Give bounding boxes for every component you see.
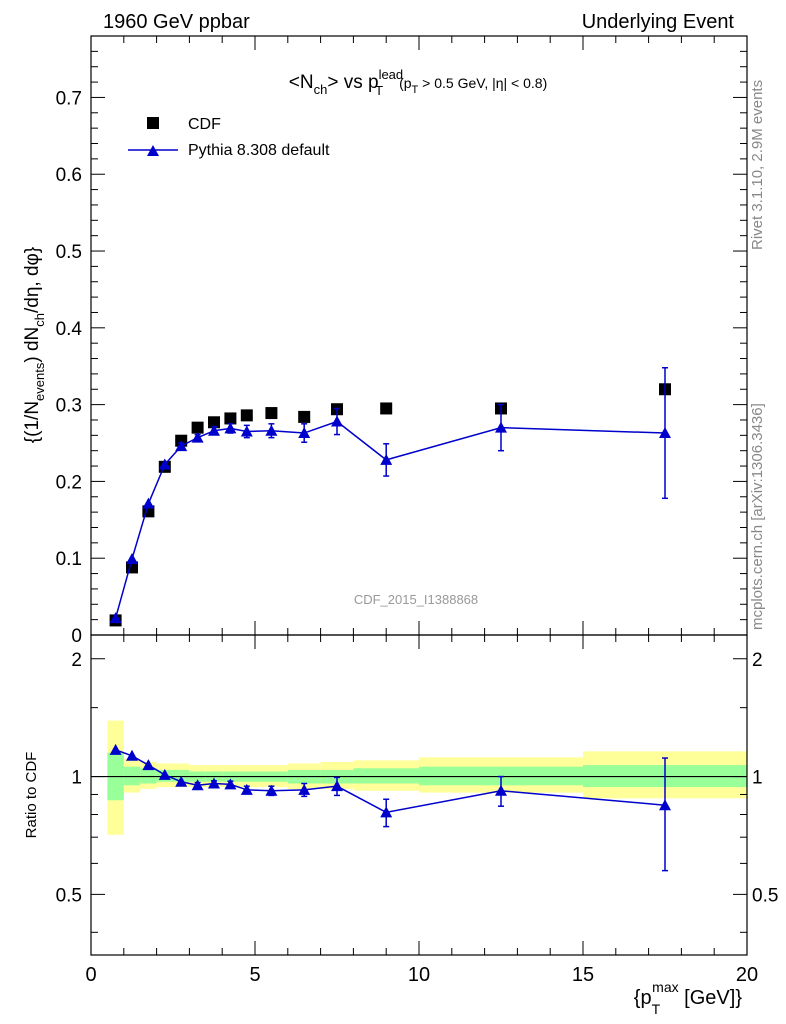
xlabel-sup: max: [652, 979, 678, 995]
ratio-panel: 0 5 10 15 20 0.5 0.5 1 1 2 2: [56, 634, 778, 986]
y-tick-label: 0.2: [56, 472, 82, 493]
title-mid-sub: T: [375, 83, 383, 98]
x-tick-label: 20: [736, 964, 758, 986]
title-cond-b: > 0.5 GeV, |η| < 0.8): [418, 75, 547, 91]
y-tick-label: 0.5: [56, 242, 82, 263]
x-tick-label: 10: [408, 964, 430, 986]
y-tick-label: 0.3: [56, 396, 82, 417]
cdf-point: [191, 421, 204, 434]
main-panel: 0 0.1 0.2 0.3 0.4 0.5 0.6 0.7: [56, 35, 748, 955]
ratio-y-tick-label: 0.5: [56, 885, 82, 906]
ratio-y-tick-label-right: 0.5: [752, 885, 778, 906]
header-right: Underlying Event: [582, 11, 735, 33]
cdf-point: [298, 410, 311, 423]
pythia-point: [175, 440, 188, 452]
pythia-point: [208, 424, 220, 436]
ratio-pythia-point: [298, 783, 311, 795]
pythia-point: [380, 453, 393, 465]
ratio-pythia-point: [109, 743, 122, 755]
ylabel-a: {(1/N: [22, 401, 43, 443]
pythia-point: [142, 497, 155, 509]
title-cond-sub: T: [412, 84, 419, 96]
ratio-frame: [90, 634, 748, 956]
ratio-pythia-point: [126, 749, 138, 761]
ylabel-c: /dη, dφ}: [22, 247, 43, 313]
legend: CDF Pythia 8.308 default: [128, 116, 330, 159]
pythia-point: [158, 458, 171, 470]
x-tick-label: 5: [249, 964, 260, 986]
x-tick-label: 0: [85, 964, 96, 986]
ratio-y-tick-label-right: 2: [752, 650, 763, 671]
ratio-pythia-point: [265, 784, 278, 796]
xlabel-b: [GeV]}: [679, 987, 743, 1009]
xlabel-a: {p: [634, 987, 652, 1009]
source-label: mcplots.cern.ch [arXiv:1306.3436]: [749, 403, 766, 630]
ratio-pythia-point: [158, 768, 171, 780]
ratio-pythia-point: [142, 759, 155, 771]
x-tick-label: 15: [572, 964, 594, 986]
rivet-version-label: Rivet 3.1.10, 2.9M events: [749, 80, 766, 250]
ratio-pythia-point: [331, 780, 343, 792]
cdf-point: [208, 416, 220, 429]
pythia-point: [191, 431, 204, 443]
cdf-point: [240, 409, 253, 422]
title-mid-sup: lead: [379, 67, 404, 82]
cdf-point: [224, 412, 237, 425]
ratio-pythia-point: [380, 806, 393, 818]
pythia-point: [331, 415, 343, 427]
ratio-pythia-point: [240, 783, 253, 795]
pythia-point: [265, 424, 278, 436]
cdf-point: [265, 407, 278, 420]
title-mid: > vs p: [327, 72, 378, 93]
ratio-ylabel: Ratio to CDF: [23, 752, 40, 839]
ratio-y-tick-label: 1: [71, 768, 82, 789]
y-tick-label: 0.4: [56, 319, 83, 340]
title-main: <N: [289, 72, 314, 93]
pythia-point: [495, 421, 507, 433]
main-ylabel: {(1/Nevents) dNch/dη, dφ}: [22, 247, 47, 443]
ratio-y-tick-label-right: 1: [752, 768, 763, 789]
legend-pythia-marker: [147, 145, 159, 156]
ratio-pythia-point: [175, 775, 188, 787]
pythia-point: [109, 612, 122, 624]
cdf-point: [380, 402, 393, 415]
main-title: <Nch> vs plead T (pT > 0.5 GeV, |η| < 0.8): [289, 67, 547, 98]
xlabel-sub: T: [652, 1001, 661, 1017]
legend-cdf-label: CDF: [188, 116, 221, 133]
pythia-point: [659, 427, 671, 439]
ratio-pythia-point: [659, 799, 671, 811]
title-cond-a: (p: [399, 75, 412, 91]
ratio-pythia-point: [191, 779, 204, 791]
ratio-band-inner: [353, 768, 419, 784]
ratio-pythia-point: [208, 777, 220, 789]
text-overlay: 1960 GeV ppbar Underlying Event Rivet 3.…: [22, 11, 766, 1017]
y-tick-label: 0.6: [56, 165, 82, 186]
analysis-watermark: CDF_2015_I1388868: [354, 592, 478, 607]
pythia-line: [114, 420, 666, 619]
ratio-y-tick-label: 2: [71, 650, 82, 671]
xlabel: {pTmax [GeV]}: [634, 979, 743, 1017]
pythia-point: [126, 552, 138, 564]
ratio-pythia-point: [224, 778, 237, 790]
ratio-band-inner: [140, 768, 157, 784]
ylabel-sub2: ch: [32, 313, 47, 327]
pythia-point: [240, 425, 253, 437]
header-left: 1960 GeV ppbar: [103, 11, 250, 33]
pythia-point: [298, 427, 311, 439]
pythia-point: [224, 422, 237, 434]
y-tick-label: 0.1: [56, 549, 82, 570]
title-main-sub: ch: [314, 82, 328, 97]
ratio-pythia-point: [495, 784, 507, 796]
legend-pythia-label: Pythia 8.308 default: [188, 142, 330, 159]
ylabel-b: ) dN: [22, 327, 43, 363]
y-tick-label: 0.7: [56, 88, 82, 109]
cdf-point: [142, 505, 155, 518]
ylabel-sub1: events: [32, 362, 47, 401]
legend-cdf-marker: [147, 117, 159, 129]
y-tick-label: 0: [71, 626, 82, 647]
